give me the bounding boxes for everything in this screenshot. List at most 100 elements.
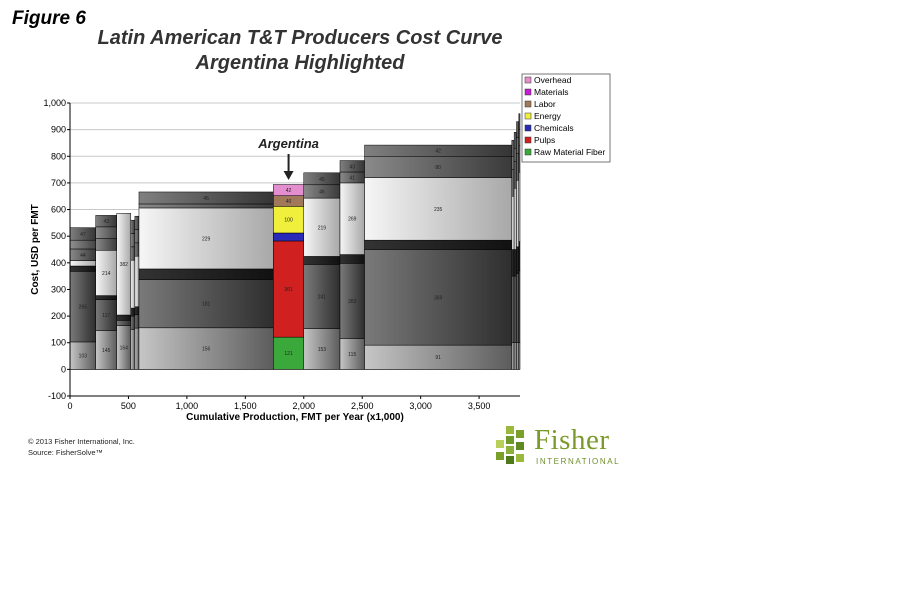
bar-segment — [303, 328, 341, 370]
bar-segment — [273, 232, 305, 242]
x-tick-label: 0 — [67, 401, 72, 411]
legend-item: Energy — [534, 111, 562, 121]
bar-segment — [95, 238, 118, 251]
bar-segment — [518, 113, 521, 130]
bar-segment — [511, 169, 515, 197]
x-tick-label: 2,000 — [293, 401, 316, 411]
data-label: 164 — [120, 346, 129, 352]
data-label: 117 — [102, 313, 110, 319]
data-label: 91 — [435, 355, 441, 361]
bar-segment — [516, 153, 520, 181]
bar-segment — [516, 273, 520, 343]
legend-swatch — [524, 136, 532, 144]
data-label: 359 — [434, 295, 443, 301]
bar-segment — [513, 275, 517, 343]
bar-segment — [134, 215, 140, 230]
bar-segment — [303, 197, 341, 257]
legend-item: Materials — [534, 87, 568, 97]
data-label: 121 — [284, 351, 293, 357]
bar-segment — [518, 172, 521, 242]
y-tick-label: -100 — [48, 391, 66, 401]
data-label: 40 — [286, 199, 292, 205]
bar-segment — [116, 314, 132, 321]
legend-swatch — [524, 76, 532, 84]
bar-segment — [130, 233, 136, 248]
data-label: 382 — [120, 262, 129, 268]
legend-item: Pulps — [534, 135, 555, 145]
data-label: 46 — [319, 189, 325, 195]
bar-segment — [134, 242, 140, 257]
data-label: 43 — [103, 219, 109, 225]
bar-segment — [513, 187, 517, 250]
bar-segment — [339, 182, 365, 255]
bar-segment — [69, 265, 96, 272]
bar-segment — [511, 249, 515, 277]
x-tick-label: 1,500 — [234, 401, 257, 411]
bar-segment — [513, 148, 517, 162]
bar-segment — [364, 239, 513, 250]
data-label: 43 — [349, 164, 355, 170]
bar-segment — [303, 256, 341, 265]
data-label: 219 — [318, 225, 327, 231]
data-label: 235 — [434, 207, 443, 213]
data-label: 283 — [348, 299, 357, 305]
legend-swatch — [524, 88, 532, 96]
bar-segment — [134, 314, 140, 329]
legend-item: Overhead — [534, 75, 572, 85]
y-tick-label: 400 — [51, 258, 66, 268]
bar-segment — [130, 315, 136, 330]
data-label: 153 — [318, 347, 327, 353]
data-label: 45 — [319, 177, 325, 183]
bar-segment — [516, 342, 520, 370]
bar-segment — [116, 320, 132, 326]
data-label: 42 — [435, 149, 441, 155]
bar-segment — [518, 342, 521, 370]
data-label: 44 — [80, 253, 86, 259]
bar-segment — [130, 246, 136, 261]
bar-segment — [339, 254, 365, 264]
x-axis-title: Cumulative Production, FMT per Year (x1,… — [186, 412, 404, 423]
bar-segment — [516, 246, 520, 274]
bar-segment — [134, 327, 140, 370]
bar-segment — [138, 279, 274, 329]
y-tick-label: 300 — [51, 284, 66, 294]
y-tick-label: 200 — [51, 311, 66, 321]
bar-segment — [511, 342, 515, 370]
bar-segment — [130, 259, 136, 309]
data-label: 145 — [102, 348, 111, 354]
bar-segment — [95, 226, 118, 239]
bar-segment — [134, 255, 140, 308]
y-tick-label: 900 — [51, 125, 66, 135]
bar-segment — [518, 270, 521, 343]
bar-segment — [513, 342, 517, 370]
bar-segment — [273, 240, 305, 338]
data-label: 100 — [284, 218, 293, 224]
logo-word: Fisher — [534, 424, 610, 456]
legend-box — [521, 73, 611, 163]
data-label: 103 — [79, 354, 88, 360]
bar-segment — [273, 336, 305, 370]
legend-swatch — [524, 112, 532, 120]
source-text: Source: FisherSolve™ — [28, 448, 104, 457]
bar-segment — [364, 344, 513, 370]
data-label: 229 — [202, 236, 211, 242]
bar-segment — [130, 219, 136, 234]
bar-segment — [516, 121, 520, 138]
data-label: 265 — [79, 305, 88, 311]
logo-subtitle: INTERNATIONAL — [536, 457, 621, 466]
figure-label: Figure 6 — [12, 8, 86, 29]
annotation-arrow-head — [283, 171, 294, 180]
bar-segment — [364, 249, 513, 346]
y-tick-label: 0 — [61, 364, 66, 374]
bar-segment — [138, 327, 274, 370]
bar-segment — [364, 177, 513, 241]
x-tick-label: 500 — [121, 401, 136, 411]
bar-segment — [511, 156, 515, 170]
data-label: 181 — [202, 302, 211, 308]
data-label: 214 — [102, 271, 111, 277]
legend-swatch — [524, 100, 532, 108]
bar-segment — [511, 275, 515, 343]
bar-segment — [134, 306, 140, 316]
y-tick-label: 700 — [51, 178, 66, 188]
